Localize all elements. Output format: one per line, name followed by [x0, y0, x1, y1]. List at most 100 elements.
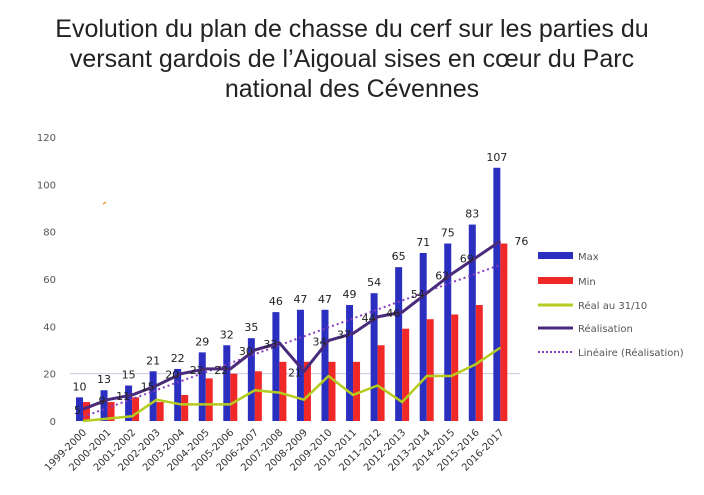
bar-min: [279, 361, 287, 421]
legend-label: Linéaire (Réalisation): [578, 347, 684, 359]
data-label-max: 83: [465, 208, 479, 221]
bars: [76, 167, 508, 421]
bar-min: [156, 402, 164, 421]
data-label-realisation: 44: [362, 312, 376, 325]
bar-min: [107, 402, 115, 421]
bar-max: [321, 309, 329, 421]
bar-max: [468, 224, 476, 421]
data-label-max: 15: [122, 369, 136, 382]
data-label-realisation: 9: [99, 395, 106, 408]
data-label-realisation: 54: [411, 288, 425, 301]
data-label-max: 21: [146, 354, 160, 367]
data-label-max: 47: [318, 293, 332, 306]
bar-max: [395, 267, 403, 421]
bar-max: [76, 397, 83, 421]
bar-min: [328, 361, 336, 421]
data-label-realisation: 20: [165, 369, 179, 382]
data-label-max: 107: [486, 151, 507, 164]
y-tick-label: 20: [43, 370, 56, 381]
data-label-realisation: 69: [460, 253, 474, 266]
data-label-realisation: 11: [116, 390, 130, 403]
bar-min: [377, 345, 385, 421]
data-label-max: 65: [392, 250, 406, 263]
bar-min: [402, 328, 410, 421]
bar-max: [149, 371, 157, 421]
data-label-max: 32: [220, 328, 234, 341]
data-label-max: 75: [441, 227, 455, 240]
bar-max: [419, 252, 427, 421]
bar-max: [125, 385, 133, 421]
bar-max: [174, 368, 182, 421]
bar-min: [353, 361, 361, 421]
legend-label: Réal au 31/10: [578, 300, 647, 312]
legend-label: Min: [578, 277, 596, 288]
bar-max: [100, 390, 108, 421]
bar-min: [83, 402, 90, 421]
data-label-max: 47: [293, 293, 307, 306]
bar-max: [444, 243, 452, 421]
data-label-realisation: 22: [214, 364, 228, 377]
data-label-realisation: 46: [386, 307, 400, 320]
bar-max: [493, 167, 501, 421]
chart-title-line-1: Evolution du plan de chasse du cerf sur …: [55, 15, 649, 43]
data-label-realisation: 21: [288, 366, 302, 379]
legend-item: Min: [538, 277, 596, 288]
data-label-realisation: 5: [74, 404, 81, 417]
x-axis: 1999-20002000-20012001-20022002-20032003…: [43, 427, 507, 473]
data-label-realisation: 34: [313, 336, 327, 349]
bar-max: [247, 338, 255, 421]
line-real-au-31-10: [82, 346, 502, 423]
bar-min: [303, 361, 311, 421]
legend-item: Réalisation: [538, 323, 633, 335]
data-label-realisation: 30: [239, 345, 253, 358]
line-realisation: [82, 239, 502, 411]
bar-max: [223, 345, 231, 421]
data-label-max: 35: [244, 321, 258, 334]
stray-mark: [102, 201, 107, 205]
data-label-max: 46: [269, 295, 283, 308]
legend: Max Min Réal au 31/10 Réalisation Linéaire (…: [538, 252, 684, 359]
y-tick-label: 60: [43, 275, 56, 286]
data-label-max: 13: [97, 373, 111, 386]
bar-max: [346, 305, 354, 421]
y-tick-label: 80: [43, 228, 56, 239]
data-label-max: 54: [367, 276, 381, 289]
data-label-max: 49: [343, 288, 357, 301]
legend-label: Réalisation: [578, 323, 633, 335]
data-label-max: 10: [73, 380, 87, 393]
bar-min: [254, 371, 262, 421]
data-label-realisation: 15: [141, 381, 155, 394]
data-label-realisation: 22: [190, 364, 204, 377]
bar-max: [272, 312, 280, 421]
data-label-realisation: 76: [514, 235, 528, 248]
trendline-realisation: [82, 263, 501, 418]
bar-min: [181, 394, 189, 421]
y-axis: 0 20 40 60 80 100 120: [37, 133, 56, 428]
legend-label: Max: [578, 252, 599, 263]
legend-swatch-bar: [538, 277, 573, 284]
bar-min: [132, 397, 140, 421]
data-label-max: 71: [416, 236, 430, 249]
chart-title: Evolution du plan de chasse du cerf sur …: [0, 14, 704, 104]
bar-min: [451, 314, 459, 421]
bar-min: [205, 378, 213, 421]
data-label-realisation: 62: [435, 269, 449, 282]
bar-max: [370, 293, 378, 421]
legend-item: Linéaire (Réalisation): [538, 347, 684, 359]
data-label-max: 29: [195, 335, 209, 348]
data-label-max: 22: [171, 352, 185, 365]
chart-title-line-3: national des Cévennes: [224, 75, 480, 103]
y-tick-label: 40: [43, 322, 56, 333]
y-tick-label: 0: [50, 417, 56, 428]
bar-min: [230, 373, 238, 421]
legend-swatch-bar: [538, 252, 573, 259]
chart-title-line-2: versant gardois de l’Aigoual sises en cœ…: [69, 45, 635, 73]
bar-min: [500, 243, 508, 421]
data-label-realisation: 37: [337, 328, 351, 341]
legend-item: Réal au 31/10: [538, 300, 647, 312]
bar-min: [426, 319, 434, 421]
y-tick-label: 100: [37, 180, 56, 191]
bar-max: [198, 352, 206, 421]
